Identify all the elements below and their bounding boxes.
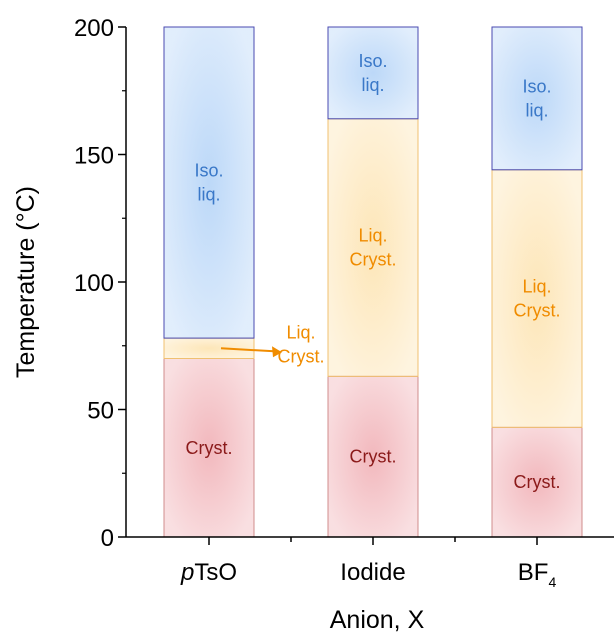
y-tick-label: 0	[101, 525, 114, 552]
annotation-arrow-head	[272, 346, 282, 358]
x-tick-label: pTsO	[180, 559, 237, 586]
y-tick-label: 200	[74, 15, 114, 42]
bar-segment-lc-2	[491, 169, 583, 428]
bars-layer	[163, 26, 583, 538]
bar-segment-iso-1	[327, 26, 419, 120]
segment-label-cryst-2: Cryst.	[514, 472, 561, 492]
segment-label-lc-2: Cryst.	[514, 301, 561, 321]
segment-label-lc-2: Liq.	[522, 277, 551, 297]
annotation-label: Liq.	[286, 322, 315, 342]
y-tick-label: 100	[74, 270, 114, 297]
y-axis-title: Temperature (°C)	[12, 186, 40, 378]
segment-label-iso-2: liq.	[525, 100, 548, 120]
segment-label-lc-1: Cryst.	[350, 250, 397, 270]
segment-label-iso-1: liq.	[361, 75, 384, 95]
y-tick-label: 150	[74, 143, 114, 170]
labels-layer: Cryst. Iso. liq. Cryst. Liq. Cryst. Iso. liq. Cr…	[186, 51, 561, 492]
segment-label-lc-1: Liq.	[358, 226, 387, 246]
bar-segment-cryst-0	[163, 358, 255, 538]
segment-label-iso-1: Iso.	[358, 51, 387, 71]
axes-layer: 0 50 100 150 200 pTsO Iodide BF4 Anion, X Tempera…	[12, 15, 614, 634]
segment-label-cryst-0: Cryst.	[186, 438, 233, 458]
x-axis-title: Anion, X	[330, 606, 425, 634]
segment-label-iso-2: Iso.	[522, 76, 551, 96]
annotation-arrow-line	[220, 347, 275, 353]
x-tick-label: BF4	[518, 559, 557, 590]
segment-label-iso-0: liq.	[197, 185, 220, 205]
bar-segment-iso-0	[163, 26, 255, 339]
segment-label-cryst-1: Cryst.	[350, 447, 397, 467]
bar-segment-iso-2	[491, 26, 583, 171]
bar-segment-lc-1	[327, 118, 419, 377]
bar-segment-lc-0	[163, 337, 255, 360]
annotation-label: Cryst.	[278, 346, 325, 366]
bar-segment-cryst-1	[327, 375, 419, 538]
x-tick-label: Iodide	[340, 559, 405, 586]
y-tick-label: 50	[87, 398, 114, 425]
segment-label-iso-0: Iso.	[194, 161, 223, 181]
